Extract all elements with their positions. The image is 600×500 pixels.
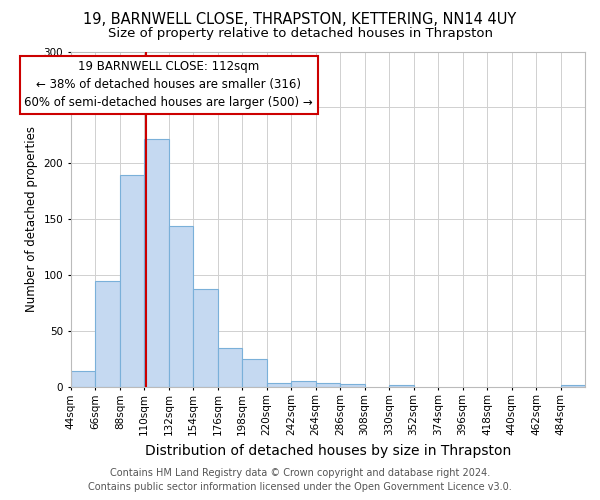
Bar <box>316 383 340 388</box>
X-axis label: Distribution of detached houses by size in Thrapston: Distribution of detached houses by size … <box>145 444 511 458</box>
Bar <box>169 226 193 388</box>
Text: Contains HM Land Registry data © Crown copyright and database right 2024.
Contai: Contains HM Land Registry data © Crown c… <box>88 468 512 492</box>
Text: 19, BARNWELL CLOSE, THRAPSTON, KETTERING, NN14 4UY: 19, BARNWELL CLOSE, THRAPSTON, KETTERING… <box>83 12 517 28</box>
Bar <box>560 385 585 388</box>
Bar <box>218 348 242 388</box>
Bar <box>291 381 316 388</box>
Bar <box>95 281 120 388</box>
Bar <box>242 360 266 388</box>
Bar <box>266 383 291 388</box>
Y-axis label: Number of detached properties: Number of detached properties <box>25 126 38 312</box>
Bar <box>120 174 144 388</box>
Bar <box>389 385 413 388</box>
Bar <box>340 384 365 388</box>
Text: Size of property relative to detached houses in Thrapston: Size of property relative to detached ho… <box>107 28 493 40</box>
Bar <box>71 370 95 388</box>
Bar <box>193 289 218 388</box>
Text: 19 BARNWELL CLOSE: 112sqm
← 38% of detached houses are smaller (316)
60% of semi: 19 BARNWELL CLOSE: 112sqm ← 38% of detac… <box>25 60 313 110</box>
Bar <box>144 139 169 388</box>
